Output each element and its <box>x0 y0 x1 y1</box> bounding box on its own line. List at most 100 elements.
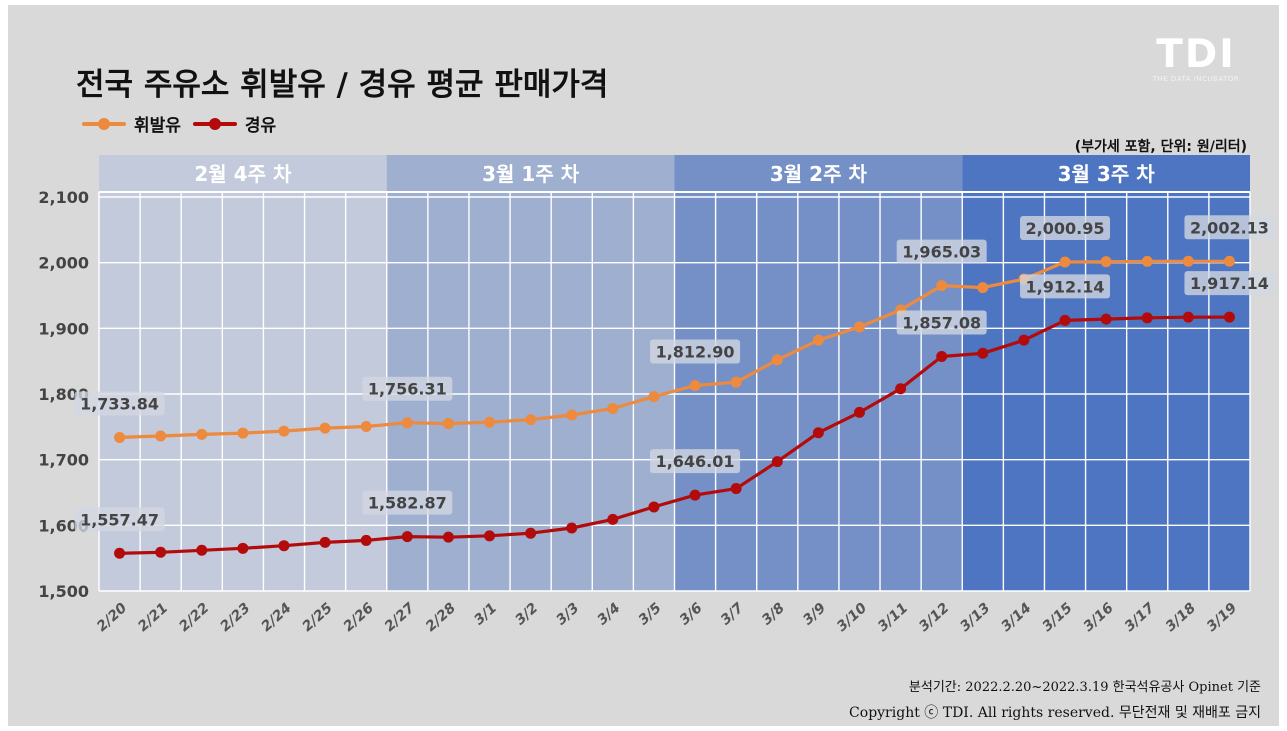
legend-item-diesel: 경유 <box>192 111 277 136</box>
data-label-box-diesel <box>362 490 453 515</box>
data-label-gasoline: 1,812.90 <box>656 343 735 362</box>
y-tick-label: 2,000 <box>38 254 89 273</box>
data-label-box-diesel <box>1184 271 1275 296</box>
legend-item-gasoline: 휘발유 <box>82 111 181 136</box>
data-label-gasoline: 1,733.84 <box>80 394 159 413</box>
data-point-diesel <box>853 406 865 418</box>
data-point-diesel <box>1018 334 1030 346</box>
data-point-gasoline <box>484 416 496 428</box>
week-band-label-4: 3월 3주 차 <box>1058 162 1156 186</box>
x-tick-label: 2/28 <box>423 600 459 635</box>
data-point-gasoline <box>812 334 824 346</box>
week-band-label-2: 3월 1주 차 <box>482 162 580 186</box>
data-point-diesel <box>155 546 167 558</box>
data-label-diesel: 1,557.47 <box>80 510 159 529</box>
legend-swatch-diesel <box>192 117 237 130</box>
x-tick-label: 2/24 <box>258 600 294 635</box>
series-line-gasoline <box>119 259 1230 439</box>
data-point-gasoline <box>607 402 619 414</box>
data-point-diesel <box>1223 311 1235 323</box>
data-label-box-gasoline <box>1020 216 1111 241</box>
data-point-diesel <box>812 427 824 439</box>
data-point-diesel <box>977 347 989 359</box>
data-point-diesel <box>771 456 783 468</box>
data-point-diesel <box>319 536 331 548</box>
data-point-diesel <box>442 531 454 543</box>
data-point-diesel <box>484 530 496 542</box>
x-tick-label: 2/27 <box>382 600 418 635</box>
x-tick-label: 3/10 <box>834 600 870 635</box>
page-title: 전국 주유소 휘발유 / 경유 평균 판매가격 <box>76 67 609 103</box>
data-point-gasoline <box>525 414 537 426</box>
data-label-diesel: 1,646.01 <box>656 452 735 471</box>
data-point-gasoline <box>196 428 208 440</box>
data-label-diesel: 1,857.08 <box>902 314 981 333</box>
data-label-gasoline: 1,756.31 <box>368 380 447 399</box>
data-point-gasoline <box>771 354 783 366</box>
data-point-diesel <box>730 483 742 495</box>
data-point-gasoline <box>237 427 249 439</box>
x-tick-label: 2/21 <box>135 600 171 635</box>
data-label-box-diesel <box>74 507 165 532</box>
data-point-diesel <box>607 513 619 525</box>
line-chart: 2월 4주 차 3월 1주 차 3월 2주 차 3월 3주 차1,5001,6001,… <box>38 155 1275 635</box>
copyright-notice: Copyright ⓒ TDI. All rights reserved. 무단… <box>849 705 1261 721</box>
x-tick-label: 3/1 <box>471 600 500 628</box>
logo-subtitle: THE DATA INCUBATOR <box>1152 75 1240 83</box>
data-point-gasoline <box>1182 255 1194 267</box>
data-point-diesel <box>237 542 249 554</box>
x-tick-label: 2/20 <box>94 600 130 635</box>
data-label-diesel: 1,917.14 <box>1190 274 1269 293</box>
x-tick-label: 2/25 <box>300 600 336 635</box>
data-point-gasoline <box>936 280 948 292</box>
data-point-diesel <box>525 527 537 539</box>
data-point-diesel <box>936 351 948 363</box>
legend-label-diesel: 경유 <box>244 116 277 136</box>
data-point-diesel <box>648 501 660 513</box>
data-point-gasoline <box>155 430 167 442</box>
x-tick-label: 3/5 <box>636 600 665 629</box>
data-label-diesel: 1,912.14 <box>1026 277 1105 296</box>
week-band-2 <box>386 155 675 591</box>
data-point-diesel <box>566 522 578 534</box>
data-label-box-diesel <box>896 310 987 335</box>
legend-label-gasoline: 휘발유 <box>134 116 181 136</box>
x-tick-label: 3/4 <box>595 600 624 628</box>
x-tick-label: 3/9 <box>800 600 829 629</box>
data-label-gasoline: 2,002.13 <box>1190 218 1269 237</box>
x-tick-label: 3/15 <box>1039 600 1075 635</box>
data-point-diesel <box>196 544 208 556</box>
data-label-box-gasoline <box>650 339 741 364</box>
unit-note: (부가세 포함, 단위: 원/리터) <box>1074 139 1247 155</box>
x-tick-label: 2/26 <box>341 600 377 635</box>
data-point-gasoline <box>278 425 290 437</box>
data-label-box-gasoline <box>74 391 165 416</box>
data-point-gasoline <box>853 321 865 333</box>
data-point-gasoline <box>977 282 989 294</box>
data-point-gasoline <box>648 391 660 403</box>
data-label-gasoline: 1,965.03 <box>902 243 981 262</box>
data-label-gasoline: 2,000.95 <box>1026 219 1105 238</box>
y-tick-label: 1,900 <box>38 319 89 338</box>
x-tick-label: 3/8 <box>759 600 788 629</box>
x-tick-label: 3/2 <box>512 600 541 628</box>
data-point-diesel <box>360 534 372 546</box>
data-point-gasoline <box>1223 255 1235 267</box>
x-tick-label: 3/6 <box>677 600 706 629</box>
x-tick-label: 3/7 <box>718 600 747 629</box>
data-point-gasoline <box>401 417 413 429</box>
x-tick-label: 3/17 <box>1122 600 1158 635</box>
week-band-label-3: 3월 2주 차 <box>770 162 868 186</box>
data-point-gasoline <box>730 376 742 388</box>
data-point-diesel <box>1100 313 1112 325</box>
data-point-diesel <box>1059 314 1071 326</box>
legend-swatch-gasoline <box>82 117 126 130</box>
data-point-diesel <box>1182 311 1194 323</box>
x-tick-label: 3/3 <box>553 600 582 628</box>
x-tick-label: 3/12 <box>916 600 952 635</box>
y-tick-label: 1,700 <box>38 451 89 470</box>
x-tick-label: 3/16 <box>1081 600 1117 635</box>
data-point-gasoline <box>689 380 701 392</box>
x-tick-label: 3/11 <box>875 600 911 635</box>
data-point-gasoline <box>1059 256 1071 268</box>
